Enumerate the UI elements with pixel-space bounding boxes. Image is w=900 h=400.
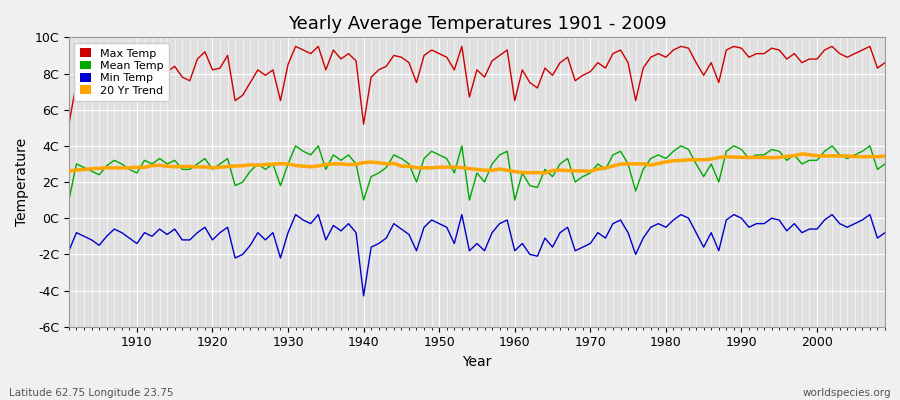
20 Yr Trend (124, 165, 135, 170)
20 Yr Trend (540, 170, 551, 175)
Min Temp (343, 221, 354, 226)
Mean Temp (64, 198, 75, 202)
20 Yr Trend (336, 162, 346, 166)
Mean Temp (509, 198, 520, 202)
X-axis label: Year: Year (463, 355, 491, 369)
Min Temp (124, 236, 135, 240)
Max Temp (509, 98, 520, 103)
Max Temp (64, 122, 75, 126)
Min Temp (64, 248, 75, 253)
Min Temp (525, 252, 535, 257)
Text: Latitude 62.75 Longitude 23.75: Latitude 62.75 Longitude 23.75 (9, 388, 174, 398)
Max Temp (517, 68, 527, 72)
Min Temp (879, 230, 890, 235)
20 Yr Trend (796, 152, 807, 156)
Title: Yearly Average Temperatures 1901 - 2009: Yearly Average Temperatures 1901 - 2009 (288, 15, 666, 33)
Max Temp (608, 51, 618, 56)
Max Temp (879, 60, 890, 65)
Line: Max Temp: Max Temp (69, 46, 885, 124)
Max Temp (343, 51, 354, 56)
Line: 20 Yr Trend: 20 Yr Trend (69, 154, 885, 173)
Mean Temp (124, 167, 135, 172)
Line: Min Temp: Min Temp (69, 214, 885, 296)
20 Yr Trend (290, 163, 301, 168)
Mean Temp (879, 162, 890, 166)
20 Yr Trend (608, 164, 618, 168)
Mean Temp (290, 144, 301, 148)
20 Yr Trend (502, 168, 513, 173)
Max Temp (298, 48, 309, 52)
20 Yr Trend (879, 154, 890, 158)
Max Temp (290, 44, 301, 49)
Min Temp (517, 241, 527, 246)
Min Temp (615, 218, 626, 222)
Mean Temp (517, 170, 527, 175)
Min Temp (290, 212, 301, 217)
Mean Temp (343, 152, 354, 157)
Mean Temp (608, 152, 618, 157)
Legend: Max Temp, Mean Temp, Min Temp, 20 Yr Trend: Max Temp, Mean Temp, Min Temp, 20 Yr Tre… (75, 43, 169, 101)
Mean Temp (298, 149, 309, 154)
20 Yr Trend (64, 168, 75, 173)
Line: Mean Temp: Mean Temp (69, 146, 885, 200)
Max Temp (124, 80, 135, 85)
20 Yr Trend (509, 169, 520, 174)
Y-axis label: Temperature: Temperature (15, 138, 29, 226)
Min Temp (358, 294, 369, 298)
Min Temp (298, 218, 309, 222)
Text: worldspecies.org: worldspecies.org (803, 388, 891, 398)
